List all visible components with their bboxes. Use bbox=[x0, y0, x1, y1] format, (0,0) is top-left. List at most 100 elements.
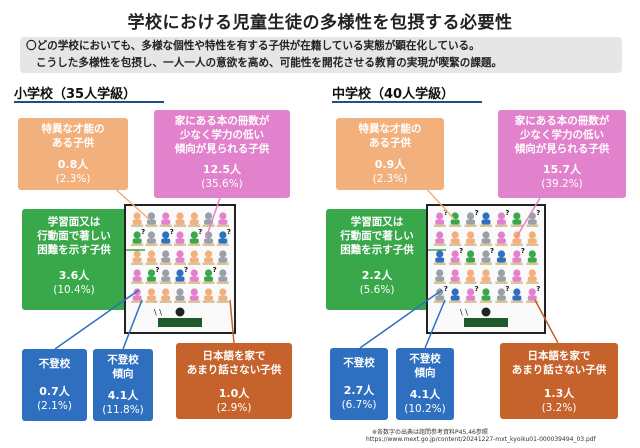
student-figure-icon bbox=[147, 250, 156, 258]
student-body-icon bbox=[435, 219, 445, 225]
junior-high-absent-tendency-count: 4.1人 bbox=[409, 388, 441, 401]
junior-high-japanese-label-1: 日本語を家で bbox=[527, 350, 591, 362]
junior-high-difficulty-pct: (5.6%) bbox=[359, 284, 395, 296]
desk-icon bbox=[495, 224, 508, 227]
student-figure-icon bbox=[204, 212, 213, 220]
student-figure-icon bbox=[147, 231, 156, 239]
student-body-icon bbox=[512, 257, 522, 263]
student-body-icon bbox=[435, 295, 445, 301]
student-body-icon bbox=[450, 295, 460, 301]
student-body-icon bbox=[466, 276, 476, 282]
elementary-difficulty-pct: (10.4%) bbox=[53, 284, 95, 296]
student-figure-icon bbox=[176, 250, 184, 258]
elementary-gifted-pct: (2.3%) bbox=[55, 173, 91, 185]
student-body-icon bbox=[204, 295, 214, 301]
desk-icon bbox=[433, 224, 446, 227]
student-figure-icon bbox=[190, 250, 198, 258]
student-figure-icon bbox=[513, 288, 521, 296]
desk-icon bbox=[510, 224, 523, 227]
student-body-icon bbox=[218, 295, 228, 301]
junior-high-gifted-pct: (2.3%) bbox=[372, 173, 408, 185]
junior-high-japanese-count: 1.3人 bbox=[543, 387, 575, 400]
desk-icon bbox=[464, 262, 477, 265]
junior-high-gifted-connector bbox=[423, 185, 456, 221]
footnote-url[interactable]: https://www.mext.go.jp/content/20241227-… bbox=[366, 436, 596, 443]
elementary-difficulty-label-3: 困難を示す子供 bbox=[37, 244, 111, 256]
desk-icon bbox=[174, 262, 186, 265]
desk-icon bbox=[433, 300, 446, 303]
student-figure-icon bbox=[482, 212, 490, 220]
desk-icon bbox=[216, 262, 229, 265]
elementary-absent-tendency-connector bbox=[122, 299, 143, 350]
desk-icon bbox=[464, 281, 477, 284]
student-body-icon bbox=[450, 257, 460, 263]
footnote-source: ※各数字の出典は諮問参考資料P45,46参照 bbox=[372, 429, 488, 436]
desk-icon bbox=[202, 224, 215, 227]
junior-high-heading: 中学校（40人学級） bbox=[332, 87, 455, 102]
junior-high-absent-card: 不登校 2.7人 (6.7%) bbox=[330, 348, 388, 420]
student-figure-icon bbox=[204, 269, 213, 277]
elementary-gifted-label-2: ある子供 bbox=[52, 137, 94, 149]
elementary-gifted-connector bbox=[111, 185, 151, 221]
student-body-icon bbox=[481, 238, 491, 244]
student-figure-icon bbox=[513, 250, 521, 258]
student-body-icon bbox=[204, 238, 214, 244]
desk-icon bbox=[202, 300, 215, 303]
student-body-icon bbox=[218, 276, 228, 282]
student-figure-icon bbox=[219, 269, 227, 277]
student-body-icon bbox=[466, 295, 476, 301]
desk-icon bbox=[433, 243, 446, 246]
student-body-icon bbox=[146, 238, 156, 244]
junior-high-few-books-count: 15.7人 bbox=[542, 163, 582, 176]
desk-icon bbox=[449, 300, 462, 303]
desk-icon bbox=[159, 281, 172, 284]
teacher-icon bbox=[175, 307, 185, 317]
student-figure-icon bbox=[436, 269, 444, 277]
student-body-icon bbox=[132, 295, 142, 301]
junior-high-japanese-label-2: あまり話さない子供 bbox=[511, 364, 607, 376]
elementary-japanese-count: 1.0人 bbox=[218, 387, 250, 400]
junior-high-heading-underline bbox=[332, 101, 482, 103]
desk-icon bbox=[526, 224, 539, 227]
desk-icon bbox=[188, 243, 201, 246]
desk-icon bbox=[131, 262, 144, 265]
desk-icon bbox=[159, 262, 172, 265]
junior-high-gifted-card: 特異な才能の ある子供 0.9人 (2.3%) bbox=[336, 118, 444, 190]
question-mark-icon: ? bbox=[444, 209, 448, 217]
junior-high-few-books-card: 家にある本の冊数が 少なく学力の低い 傾向が見られる子供 15.7人 (39.2… bbox=[498, 110, 626, 198]
desk-icon bbox=[510, 281, 523, 284]
student-body-icon bbox=[132, 219, 142, 225]
student-body-icon bbox=[146, 219, 156, 225]
desk-icon bbox=[188, 281, 201, 284]
desk-icon bbox=[464, 243, 477, 246]
desk-icon bbox=[188, 224, 201, 227]
student-figure-icon bbox=[482, 231, 490, 239]
student-figure-icon bbox=[482, 250, 490, 258]
desk-icon bbox=[145, 300, 158, 303]
junior-high-few-books-label-1: 家にある本の冊数が bbox=[514, 115, 610, 127]
student-body-icon bbox=[189, 295, 199, 301]
desk-icon bbox=[131, 243, 144, 246]
desk-icon bbox=[145, 281, 158, 284]
student-body-icon bbox=[512, 219, 522, 225]
question-mark-icon: ? bbox=[505, 285, 509, 293]
student-figure-icon bbox=[162, 250, 170, 258]
student-body-icon bbox=[189, 219, 199, 225]
student-figure-icon bbox=[451, 288, 459, 296]
intro-box: 〇どの学校においても、多様な個性や特性を有する子供が在籍している実態が顕在化して… bbox=[20, 37, 622, 73]
student-figure-icon bbox=[451, 231, 459, 239]
student-body-icon bbox=[527, 295, 537, 301]
student-figure-icon bbox=[190, 212, 198, 220]
junior-high-absent-label: 不登校 bbox=[343, 357, 375, 369]
desk-icon bbox=[216, 243, 229, 246]
junior-high-absent-tendency-label-2: 傾向 bbox=[414, 367, 436, 379]
elementary-japanese-label-1: 日本語を家で bbox=[202, 350, 266, 362]
student-body-icon bbox=[175, 295, 185, 301]
student-figure-icon bbox=[162, 231, 170, 239]
student-figure-icon bbox=[162, 288, 170, 296]
desk-icon bbox=[480, 243, 492, 246]
elementary-absent-count: 0.7人 bbox=[39, 385, 70, 398]
student-body-icon bbox=[132, 257, 142, 263]
elementary-absent-tendency-label-1: 不登校 bbox=[107, 354, 139, 366]
